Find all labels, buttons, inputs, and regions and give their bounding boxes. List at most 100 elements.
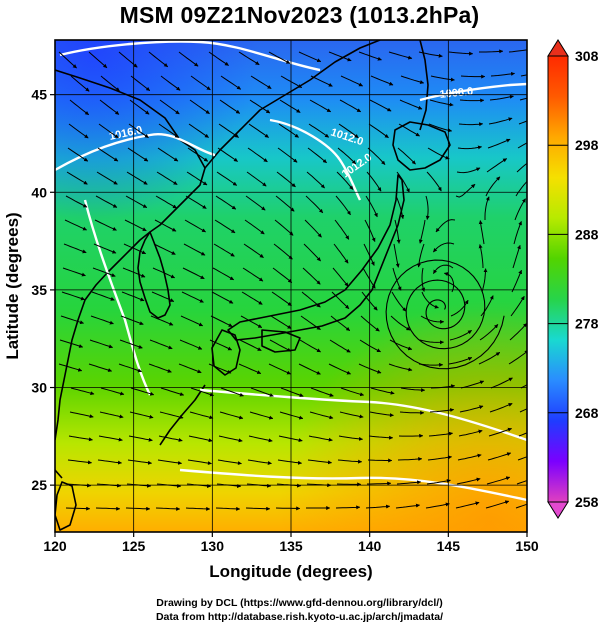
wind-streamline <box>129 99 150 115</box>
x-axis-title: Longitude (degrees) <box>209 562 372 581</box>
wind-streamline <box>459 98 485 103</box>
coast-shikoku <box>261 329 301 353</box>
chart-title: MSM 09Z21Nov2023 (1013.2hPa) <box>119 2 480 28</box>
wind-streamline <box>118 51 138 68</box>
colorbar-top-triangle <box>547 39 569 57</box>
wind-streamline <box>368 435 394 440</box>
wind-streamline <box>367 458 393 463</box>
wind-streamline <box>459 405 484 413</box>
wind-streamline <box>450 299 469 317</box>
wind-streamline <box>368 123 389 139</box>
wind-streamline <box>278 123 299 138</box>
wind-streamline <box>329 339 351 353</box>
wind-streamline <box>304 219 322 238</box>
wind-streamline <box>365 195 378 218</box>
wind-streamline <box>58 363 83 372</box>
wind-streamline <box>153 243 176 255</box>
wind-streamline <box>517 456 527 461</box>
x-tick-label: 130 <box>201 538 225 554</box>
wind-streamline <box>155 506 181 511</box>
coast-honshu <box>227 174 405 341</box>
wind-streamline <box>308 123 330 138</box>
wind-streamline <box>460 74 486 79</box>
wind-streamline <box>247 147 268 163</box>
wind-streamline <box>479 324 499 341</box>
wind-streamline <box>432 264 454 274</box>
wind-streamline <box>213 243 235 257</box>
wind-streamline <box>184 219 206 233</box>
wind-streamline <box>95 506 121 511</box>
wind-streamline <box>279 99 301 113</box>
wind-streamline <box>488 427 512 437</box>
wind-streamline <box>244 219 265 235</box>
wind-streamline <box>339 99 362 113</box>
lat-lon-grid <box>55 40 527 532</box>
wind-streamline <box>187 459 212 466</box>
wind-streamline <box>307 147 327 164</box>
colorbar-tick-label: 298 <box>575 137 599 153</box>
wind-streamline <box>515 503 527 509</box>
wind-streamline <box>58 51 77 69</box>
colorbar-tick-label: 308 <box>575 48 599 64</box>
isobar-north-edge <box>59 40 321 72</box>
wind-streamline <box>212 267 235 281</box>
wind-streamline <box>60 315 84 325</box>
wind-streamline <box>303 243 321 262</box>
wind-streamline <box>217 147 238 162</box>
wind-streamline <box>242 267 264 282</box>
wind-streamline <box>248 123 269 138</box>
wind-streamline <box>389 339 413 351</box>
y-tick-label: 25 <box>31 477 47 493</box>
wind-streamline <box>302 267 321 285</box>
wind-streamline <box>148 51 169 68</box>
wind-streamline <box>512 244 521 269</box>
wind-streamline <box>455 501 480 509</box>
wind-streamline <box>479 49 504 54</box>
wind-streamline <box>488 117 513 125</box>
wind-streamline <box>130 75 151 92</box>
wind-streamline <box>157 459 182 465</box>
wind-streamline <box>150 315 174 326</box>
isobar-1012 <box>269 118 362 201</box>
wind-streamline <box>396 480 422 485</box>
wind-streamline <box>149 339 173 350</box>
wind-streamline <box>158 435 183 442</box>
wind-streamline <box>124 219 147 232</box>
wind-streamline <box>427 147 450 160</box>
wind-streamline <box>67 459 92 465</box>
wind-streamline <box>370 75 394 86</box>
wind-streamline <box>516 162 527 173</box>
wind-streamline <box>335 195 351 216</box>
wind-streamline <box>160 387 185 396</box>
wind-streamline <box>430 75 455 82</box>
wind-streamline <box>125 195 148 209</box>
x-tick-label: 140 <box>358 538 382 554</box>
wind-streamline <box>421 267 426 292</box>
credit-drawing: Drawing by DCL (https://www.gfd-dennou.o… <box>156 597 443 609</box>
wind-streamline <box>127 459 152 465</box>
wind-streamline <box>398 123 420 137</box>
wind-streamline <box>489 94 514 101</box>
wind-streamline <box>448 51 474 56</box>
wind-streamline <box>309 411 334 420</box>
wind-streamline <box>400 387 426 393</box>
wind-streamline <box>268 51 291 64</box>
colorbar-bottom-triangle <box>547 501 569 519</box>
wind-streamline <box>486 158 508 173</box>
wind-streamline <box>426 171 442 192</box>
wind-streamline <box>121 291 145 302</box>
wind-streamline <box>247 459 272 465</box>
wind-streamline <box>396 171 410 193</box>
wind-streamline <box>63 243 87 254</box>
wind-streamline <box>125 506 151 511</box>
y-axis-title: Latitude (degrees) <box>3 212 22 359</box>
wind-streamline <box>246 171 267 187</box>
coast-taiwan <box>55 481 77 531</box>
wind-streamline <box>64 219 87 231</box>
wind-streamline <box>66 171 88 185</box>
wind-streamline <box>367 147 386 165</box>
wind-streamline <box>306 171 325 189</box>
coast-asia-mainland <box>55 69 206 441</box>
wind-streamline <box>155 195 177 209</box>
